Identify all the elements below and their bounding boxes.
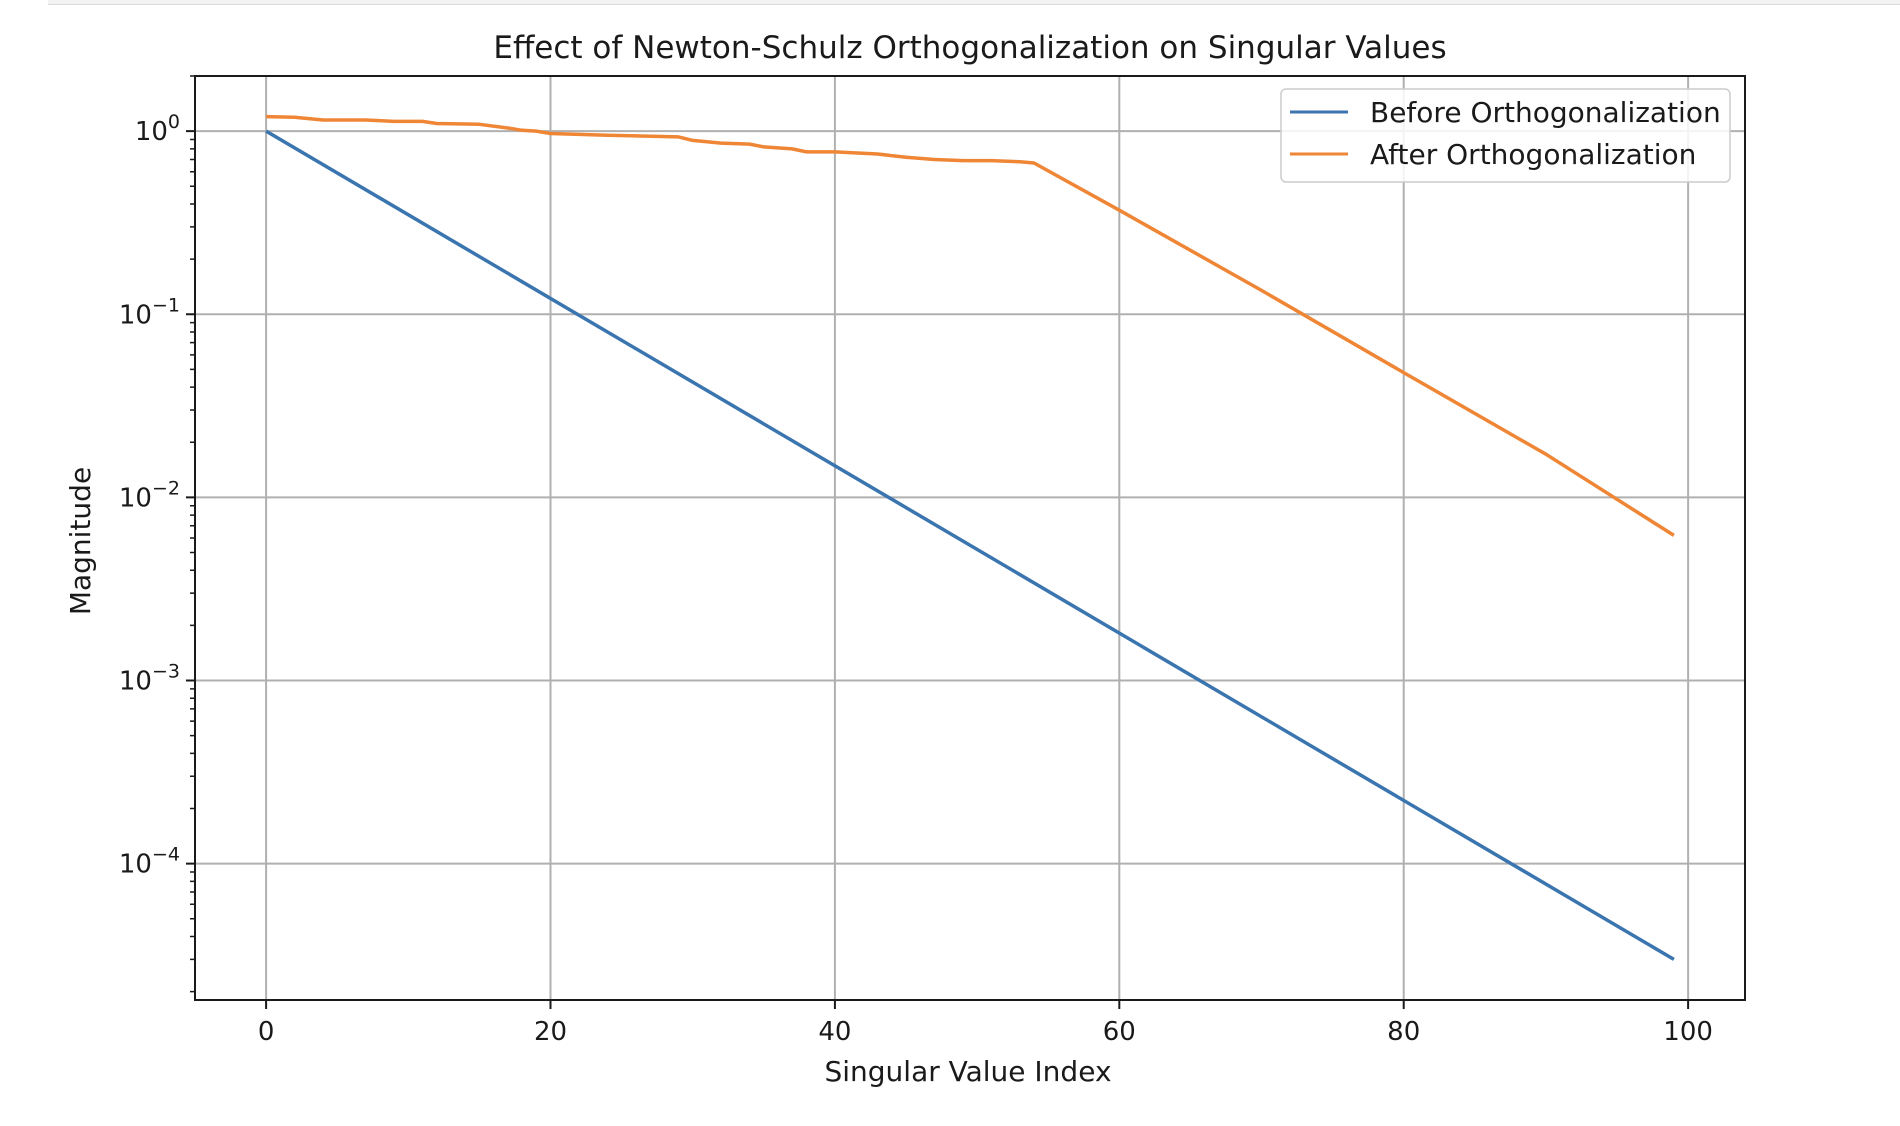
legend-label-before: Before Orthogonalization: [1370, 96, 1721, 129]
plot-area: [195, 76, 1745, 1000]
y-tick-label: 100: [135, 111, 180, 147]
grid-lines: [195, 76, 1745, 1000]
y-tick-exponent: −3: [152, 660, 180, 682]
y-tick-label: 10−4: [119, 844, 180, 880]
y-tick-base: 10: [119, 666, 152, 696]
y-tick-base: 10: [135, 117, 168, 147]
y-tick-label: 10−3: [119, 660, 180, 696]
top-scroll-strip: [48, 0, 1900, 5]
series-line-before: [265, 129, 1675, 961]
y-tick-base: 10: [119, 300, 152, 330]
x-axis-label: Singular Value Index: [824, 1055, 1111, 1088]
y-tick-exponent: 0: [168, 111, 180, 133]
series-line-after: [266, 114, 1675, 537]
y-axis-label: Magnitude: [64, 467, 97, 615]
y-tick-exponent: −1: [152, 294, 180, 316]
y-tick-label: 10−2: [119, 477, 180, 513]
x-tick-label: 60: [1103, 1017, 1136, 1047]
legend-box: [1280, 88, 1731, 183]
y-tick-label: 10−1: [119, 294, 180, 330]
y-tick-exponent: −4: [152, 844, 180, 866]
y-tick-base: 10: [119, 850, 152, 880]
x-tick-label: 100: [1663, 1017, 1713, 1047]
chart-title: Effect of Newton-Schulz Orthogonalizatio…: [493, 30, 1446, 66]
x-tick-label: 40: [818, 1017, 851, 1047]
x-tick-label: 0: [258, 1017, 275, 1047]
x-tick-label: 20: [534, 1017, 567, 1047]
y-tick-base: 10: [119, 483, 152, 513]
data-series: [265, 114, 1675, 961]
y-tick-exponent: −2: [152, 477, 180, 499]
legend: Before Orthogonalization After Orthogona…: [1280, 88, 1731, 183]
x-tick-label: 80: [1387, 1017, 1420, 1047]
legend-label-after: After Orthogonalization: [1370, 138, 1696, 171]
